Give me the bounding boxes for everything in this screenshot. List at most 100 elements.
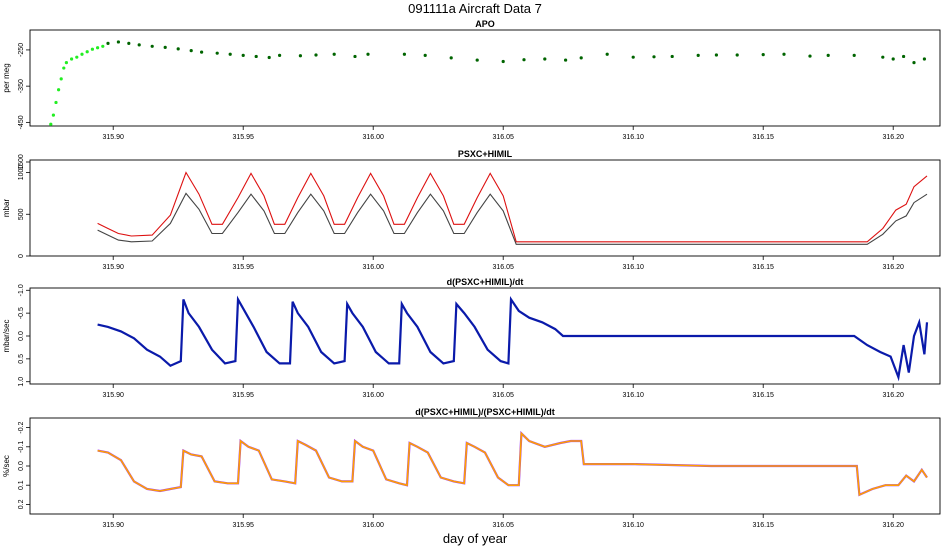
y-tick-label: 0 (18, 254, 25, 258)
x-tick-label: 316.15 (752, 134, 774, 141)
panel-title: PSXC+HIMIL (458, 149, 513, 159)
data-point (62, 66, 66, 70)
y-axis-label: mbar (2, 199, 11, 218)
data-point (241, 53, 245, 57)
x-tick-label: 315.90 (102, 134, 124, 141)
series-line (97, 431, 928, 496)
data-point (54, 100, 58, 105)
x-tick-label: 315.90 (102, 264, 124, 271)
data-point (475, 58, 479, 62)
panel-4: d(PSXC+HIMIL)/(PSXC+HIMIL)/dt %/sec 315.90… (2, 407, 941, 529)
data-point (696, 53, 700, 57)
data-point (761, 53, 765, 57)
data-point (735, 53, 739, 57)
data-point (579, 56, 583, 60)
data-point (298, 54, 302, 58)
x-tick-label: 316.00 (362, 522, 384, 529)
data-point (80, 52, 84, 56)
series-line (97, 192, 928, 245)
x-tick-label: 315.95 (232, 264, 254, 271)
data-point (57, 88, 61, 92)
data-point (75, 55, 79, 59)
data-point (267, 55, 271, 60)
x-tick-label: 316.05 (492, 264, 514, 271)
panel-title: APO (475, 19, 495, 29)
y-tick-label: 0.2 (18, 499, 25, 509)
data-point (852, 53, 856, 57)
y-tick-label: -0.1 (18, 441, 25, 453)
x-tick-label: 316.20 (882, 392, 904, 399)
data-point (332, 52, 336, 56)
data-point (501, 59, 505, 64)
x-tick-label: 316.15 (752, 264, 774, 271)
y-tick-label: 1500 (18, 154, 25, 170)
data-point (96, 46, 100, 50)
data-point (912, 61, 916, 65)
x-tick-label: 316.05 (492, 134, 514, 141)
data-point (782, 52, 786, 56)
data-point (366, 52, 370, 56)
data-point (64, 61, 68, 65)
plot-frame (29, 29, 941, 127)
x-tick-label: 316.00 (362, 134, 384, 141)
x-tick-label: 316.10 (622, 392, 644, 399)
x-tick-label: 315.95 (232, 392, 254, 399)
series-line (97, 295, 929, 382)
plot-frame (29, 159, 941, 257)
x-tick-label: 316.15 (752, 522, 774, 529)
panel-title: d(PSXC+HIMIL)/(PSXC+HIMIL)/dt (415, 407, 555, 417)
x-tick-label: 316.00 (362, 264, 384, 271)
data-point (670, 54, 674, 59)
y-tick-label: 0.5 (18, 354, 25, 364)
x-tick-label: 316.10 (622, 522, 644, 529)
data-point (402, 52, 406, 56)
data-point (564, 58, 568, 62)
data-point (543, 57, 547, 61)
x-tick-label: 316.10 (622, 134, 644, 141)
y-tick-label: 1.0 (18, 377, 25, 387)
data-point (423, 53, 427, 57)
y-axis-label: %/sec (2, 455, 11, 477)
x-tick-label: 316.20 (882, 522, 904, 529)
panel-2: PSXC+HIMIL mbar 315.90 315.95 316.00 316.05 31… (2, 149, 941, 271)
data-point (59, 77, 63, 81)
data-point (254, 54, 258, 59)
data-point (189, 49, 193, 53)
x-tick-label: 316.05 (492, 522, 514, 529)
data-point (881, 55, 885, 59)
data-point (150, 44, 154, 48)
panel-3: d(PSXC+HIMIL)/dt mbar/sec 315.90 315.95 316.… (2, 277, 941, 399)
y-tick-label: 0.0 (18, 331, 25, 341)
data-point (449, 56, 453, 60)
x-tick-label: 315.90 (102, 392, 124, 399)
y-axis-label: per meg (2, 63, 11, 92)
data-point (106, 41, 110, 46)
data-point (200, 50, 204, 54)
x-tick-label: 316.10 (622, 264, 644, 271)
data-point (51, 113, 56, 117)
data-point (522, 58, 526, 62)
data-point (163, 45, 167, 49)
data-point (808, 54, 812, 58)
x-tick-label: 315.90 (102, 522, 124, 529)
data-point (90, 47, 94, 51)
data-point (228, 52, 232, 56)
y-tick-label: -0.2 (18, 421, 25, 433)
y-tick-label: -250 (18, 43, 25, 57)
x-tick-label: 316.15 (752, 392, 774, 399)
data-point (902, 54, 906, 59)
x-tick-label: 316.00 (362, 392, 384, 399)
data-point (922, 57, 927, 61)
y-tick-label: 1000 (18, 165, 25, 181)
y-tick-label: -450 (18, 115, 25, 129)
x-tick-label: 316.20 (882, 134, 904, 141)
data-point (605, 52, 609, 56)
data-point (85, 50, 89, 54)
x-tick-label: 315.95 (232, 522, 254, 529)
y-tick-label: 0.0 (18, 461, 25, 471)
data-point (127, 41, 131, 46)
y-axis-label: mbar/sec (2, 320, 11, 353)
data-point (215, 51, 219, 55)
y-tick-label: -0.5 (18, 307, 25, 319)
